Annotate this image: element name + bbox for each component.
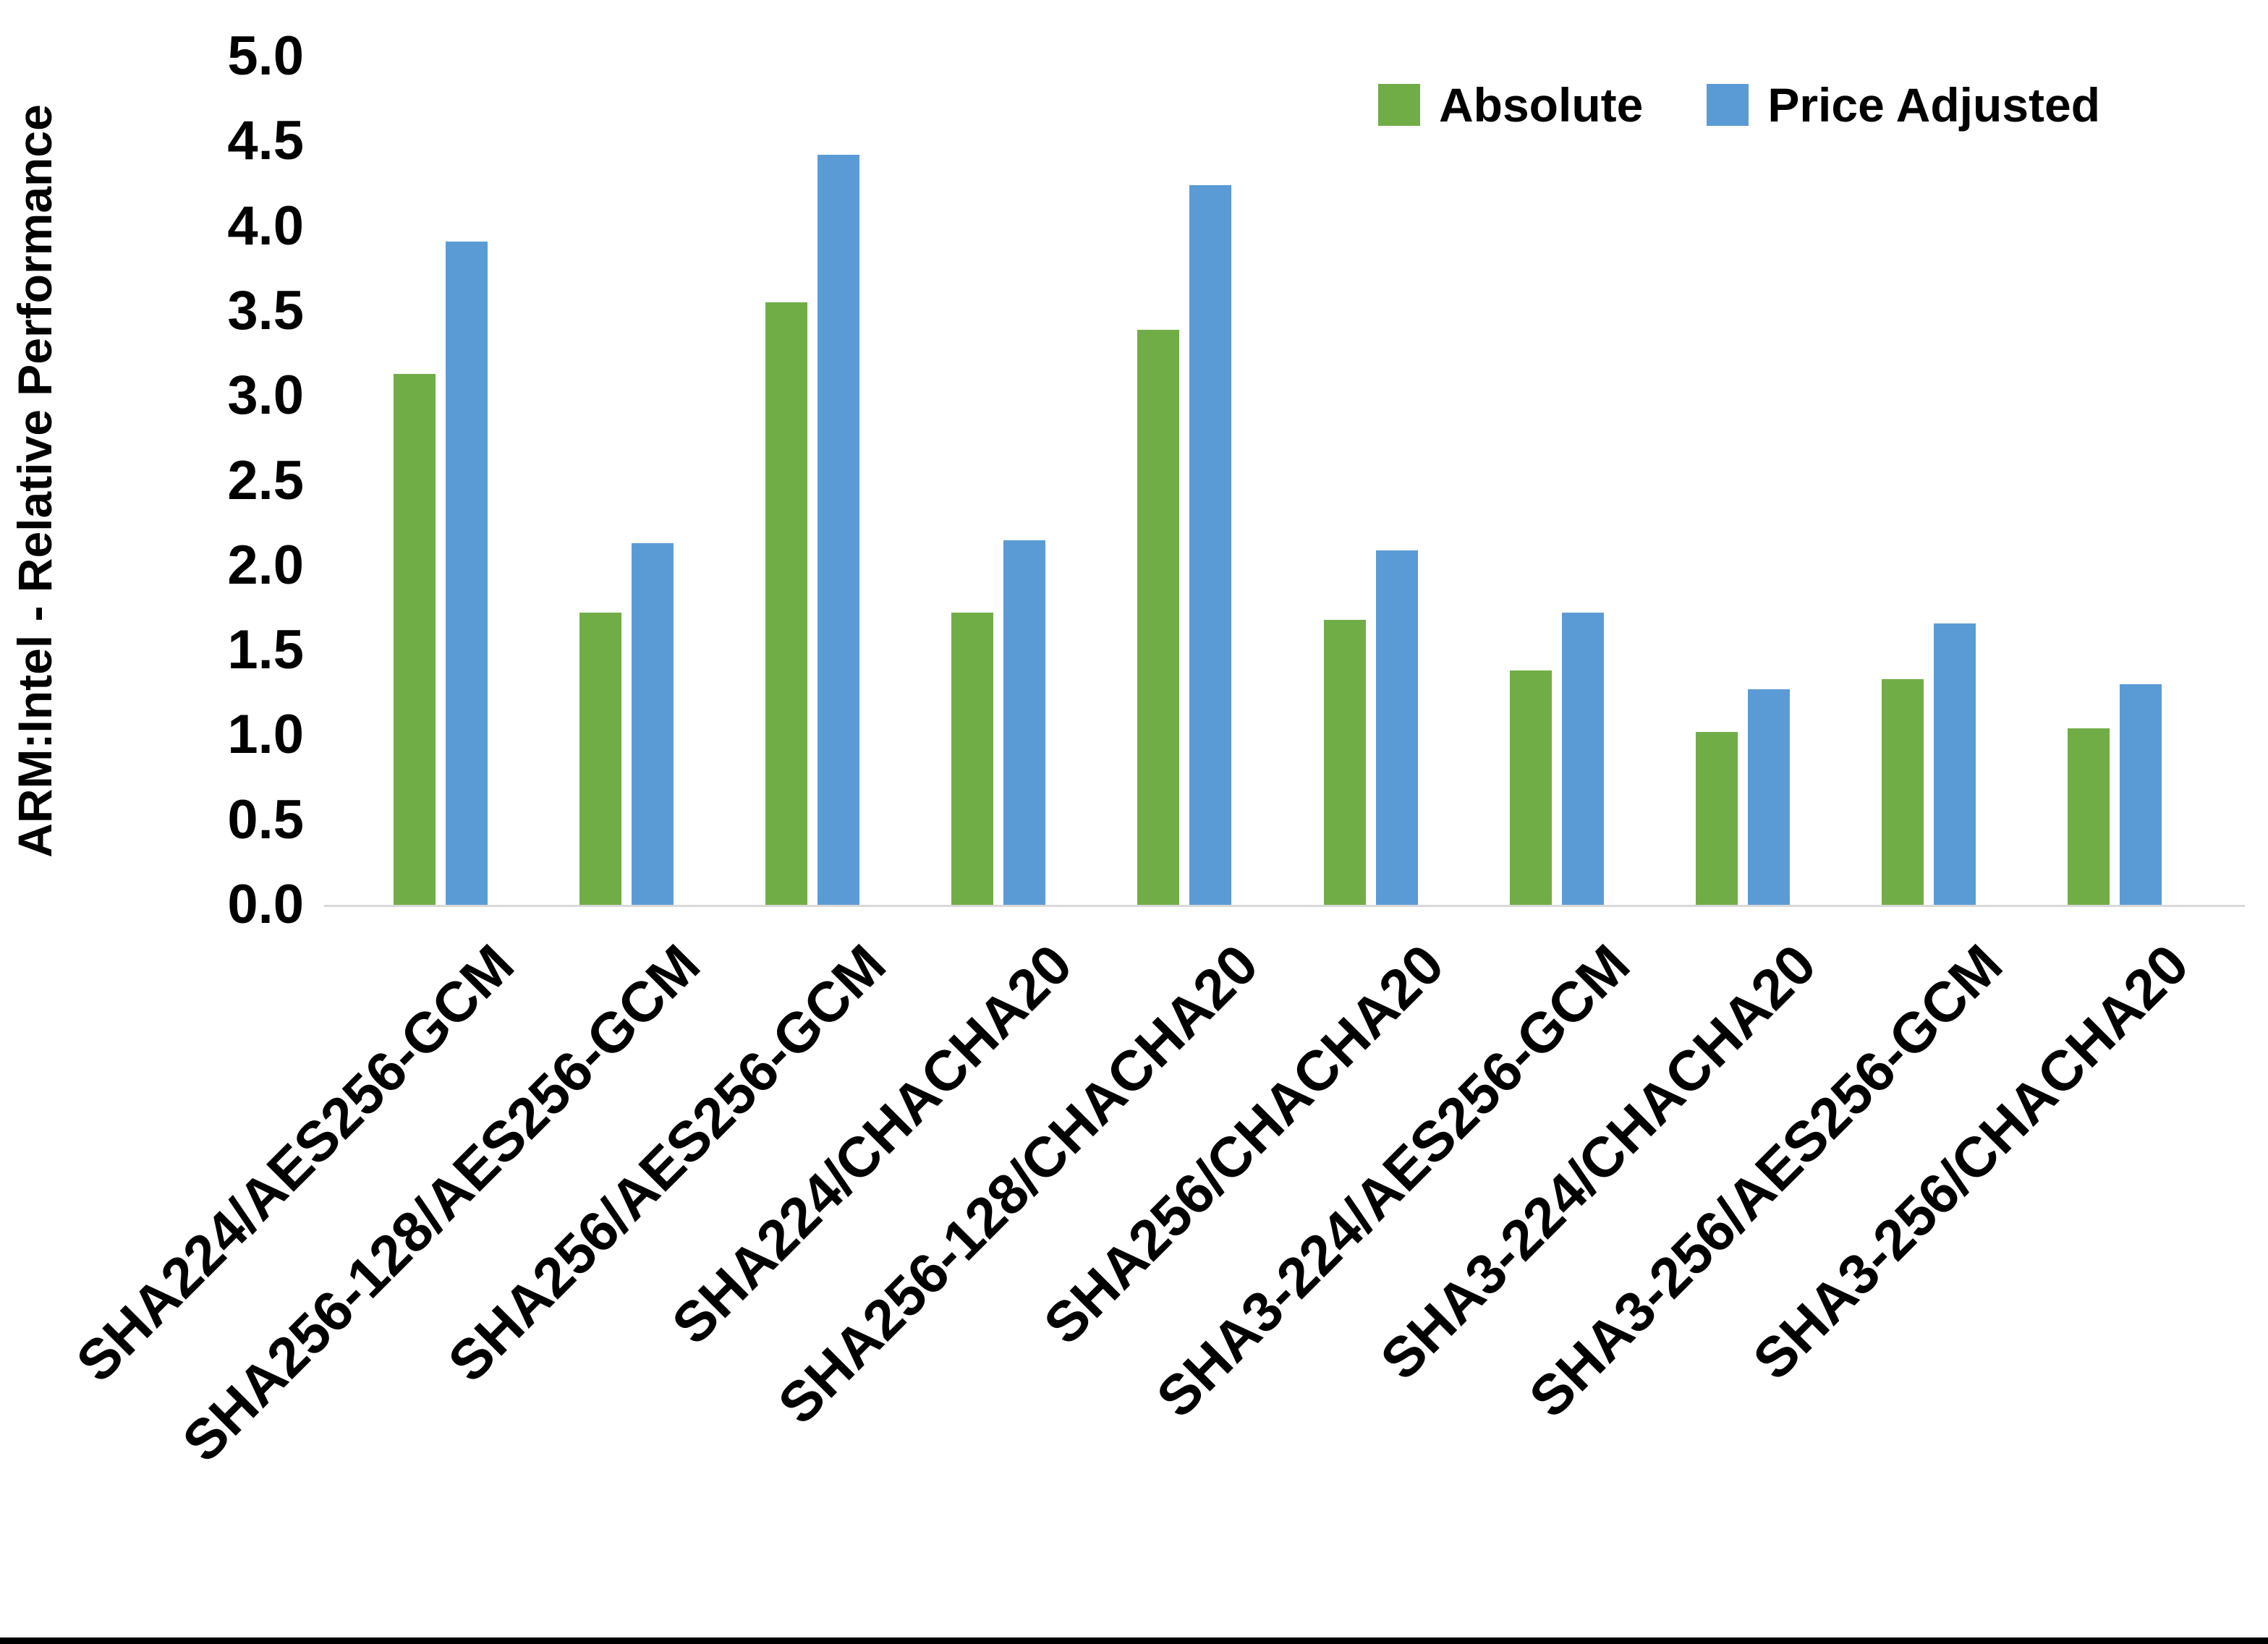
- bar-absolute: [951, 613, 994, 905]
- bar-absolute: [1137, 329, 1180, 905]
- y-tick-label: 2.5: [227, 449, 304, 511]
- bar-price-adjusted: [817, 155, 859, 905]
- x-axis-line: [324, 905, 2245, 907]
- bar-absolute: [2068, 728, 2110, 905]
- bar-price-adjusted: [1748, 689, 1790, 905]
- legend-label: Price Adjusted: [1767, 78, 2101, 132]
- y-tick-label: 2.0: [227, 534, 304, 596]
- y-tick-label: 1.5: [227, 619, 304, 681]
- bar-price-adjusted: [1189, 185, 1232, 905]
- bar-absolute: [765, 302, 807, 905]
- legend-item-price-adjusted: Price Adjusted: [1707, 81, 2100, 129]
- bar-absolute: [579, 613, 621, 905]
- y-tick-label: 0.5: [227, 788, 304, 851]
- legend-item-absolute: Absolute: [1378, 81, 1643, 129]
- legend-swatch-absolute: [1378, 84, 1420, 126]
- y-tick-label: 4.5: [227, 110, 304, 172]
- legend-swatch-price-adjusted: [1707, 84, 1749, 126]
- y-tick-label: 1.0: [227, 704, 304, 766]
- bar-absolute: [393, 373, 436, 905]
- bar-absolute: [1323, 619, 1366, 905]
- bar-price-adjusted: [2120, 684, 2162, 905]
- bar-absolute: [1882, 678, 1924, 905]
- bar-price-adjusted: [1934, 623, 1976, 905]
- y-tick-label: 5.0: [227, 25, 304, 87]
- bar-price-adjusted: [445, 241, 488, 905]
- y-tick-label: 4.0: [227, 195, 304, 257]
- y-tick-label: 0.0: [227, 874, 304, 935]
- bar-absolute: [1509, 670, 1552, 905]
- legend-label: Absolute: [1439, 78, 1644, 132]
- y-tick-label: 3.5: [227, 279, 304, 341]
- bar-price-adjusted: [1003, 540, 1046, 905]
- y-tick-label: 3.0: [227, 365, 304, 427]
- bar-price-adjusted: [1561, 613, 1604, 905]
- bar-price-adjusted: [1375, 550, 1418, 905]
- bar-absolute: [1696, 731, 1738, 905]
- bottom-border: [0, 1637, 2268, 1644]
- legend: Absolute Price Adjusted: [1378, 81, 2100, 129]
- bar-price-adjusted: [631, 543, 674, 905]
- y-axis-title: ARM:Intel - Relative Performance: [8, 104, 61, 858]
